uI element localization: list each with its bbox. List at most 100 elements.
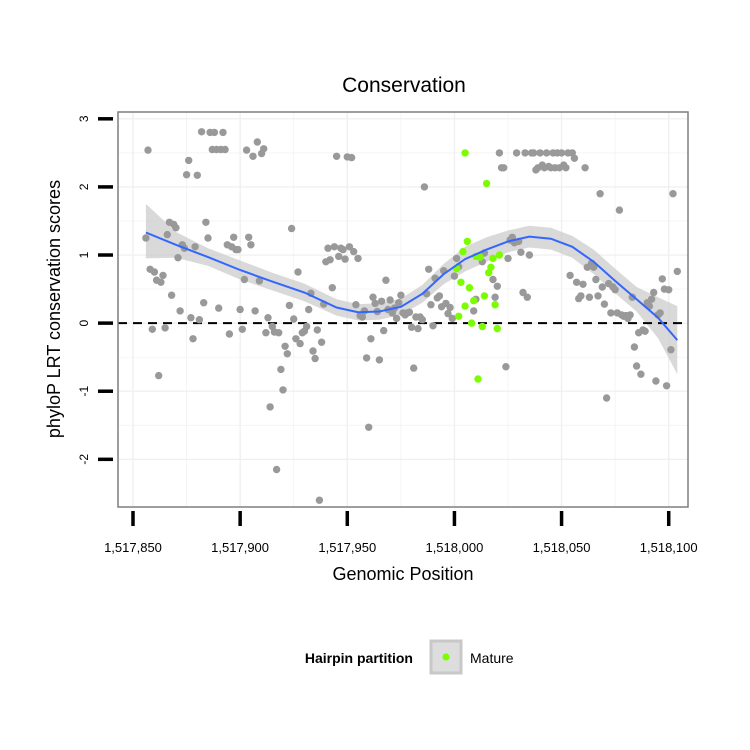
point-other [392,314,401,323]
point-other [365,423,373,431]
point-other [350,247,358,256]
point-other [279,386,287,394]
point-other [577,292,585,300]
point-other [420,183,429,191]
point-other [579,280,587,288]
point-other [167,291,176,299]
points-other [142,128,681,504]
point-other [448,314,456,323]
y-axis: -2 -1 0 1 2 3 [77,115,113,465]
point-other [281,342,289,350]
point-other [615,206,624,214]
point-other [163,230,171,239]
y-tick-label: -2 [77,454,91,465]
point-other [345,243,354,251]
point-other [435,292,444,300]
point-other [155,371,163,380]
point-other [200,299,208,307]
point-other [309,347,317,355]
point-other [347,153,356,162]
point-mature [476,253,484,261]
point-other [418,316,426,324]
point-other [444,309,452,318]
point-other [159,271,167,280]
point-other [662,382,671,390]
point-other [148,325,156,333]
point-other [652,377,660,385]
point-other [632,362,641,370]
points-mature [452,149,504,383]
point-other [658,275,666,283]
point-other [260,145,268,153]
point-other [637,370,645,378]
point-other [317,338,326,346]
point-other [592,275,600,284]
point-other [581,164,589,172]
point-other [277,365,285,374]
legend-key-dot [442,653,450,661]
y-tick-label: 2 [77,183,91,190]
point-other [600,300,609,308]
point-other [557,149,566,157]
x-tick-label: 1,517,850 [104,540,162,555]
point-other [470,307,478,315]
point-other [427,301,435,309]
point-other [326,256,334,264]
point-other [245,233,253,241]
point-other [656,309,664,317]
point-other [667,346,675,354]
x-tick-label: 1,518,100 [640,540,698,555]
point-mature [474,375,482,383]
point-other [673,267,681,276]
point-other [502,363,510,371]
point-other [176,307,184,315]
point-mature [489,254,497,263]
point-other [562,164,570,172]
point-other [397,291,405,299]
point-other [287,224,296,233]
point-other [185,156,193,165]
point-other [187,314,195,322]
legend-title: Hairpin partition [305,650,413,666]
x-axis: 1,517,850 1,517,900 1,517,950 1,518,000 1,51… [104,511,698,555]
point-other [172,224,180,232]
point-other [607,309,615,317]
point-other [641,327,649,335]
point-other [225,330,234,338]
point-mature [461,149,469,157]
point-other [382,276,390,284]
point-other [596,190,604,198]
y-axis-label: phyloP LRT conservation scores [44,180,64,438]
point-other [341,255,349,263]
point-other [311,354,319,363]
point-other [425,265,433,273]
point-other [189,335,197,343]
point-other [262,329,270,337]
point-other [377,297,386,305]
point-other [504,254,512,263]
point-other [272,465,281,474]
point-other [450,272,459,280]
point-other [215,304,223,312]
point-other [358,313,366,321]
point-other [519,288,527,297]
point-mature [459,247,467,256]
point-other [324,244,332,252]
point-other [566,271,574,280]
point-other [193,171,201,179]
point-other [650,288,658,297]
point-other [410,364,418,372]
point-other [352,301,360,309]
point-other [285,301,294,310]
point-other [360,307,369,315]
point-other [536,149,544,157]
chart-title: Conservation [342,74,466,97]
point-other [302,322,311,331]
point-other [161,324,169,332]
point-other [602,394,611,402]
point-other [517,248,525,256]
point-mature [478,322,486,331]
point-other [240,275,249,284]
point-other [585,293,594,301]
point-other [380,326,388,335]
